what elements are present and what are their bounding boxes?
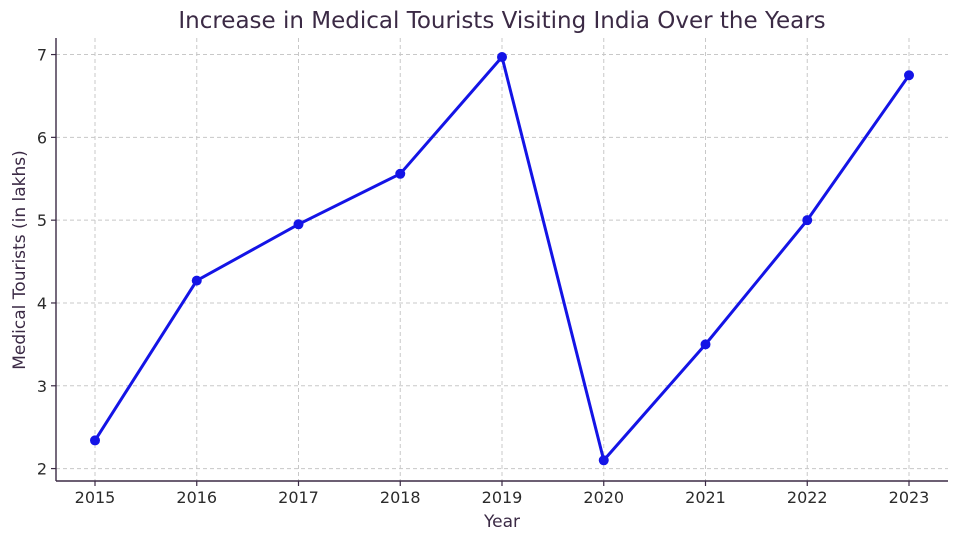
y-tick-label: 6 — [37, 128, 47, 147]
x-tick-label: 2017 — [278, 488, 319, 507]
y-tick-label: 5 — [37, 211, 47, 230]
data-point — [802, 215, 813, 226]
chart-title: Increase in Medical Tourists Visiting In… — [178, 8, 825, 34]
y-axis-label: Medical Tourists (in lakhs) — [10, 150, 30, 369]
x-tick-label: 2023 — [889, 488, 930, 507]
x-tick-label: 2022 — [787, 488, 828, 507]
data-point — [700, 339, 711, 350]
x-tick-label: 2021 — [685, 488, 726, 507]
x-tick-label: 2020 — [583, 488, 624, 507]
axes: 2015 2016 2017 2018 2019 2020 2021 2022 2023 2 3 4 5… — [37, 38, 948, 507]
data-point — [395, 168, 406, 179]
x-tick-label: 2015 — [75, 488, 116, 507]
data-point — [293, 219, 304, 230]
data-point — [598, 455, 609, 466]
data-point — [90, 435, 100, 446]
grid — [56, 38, 948, 481]
y-tick-label: 3 — [37, 377, 47, 396]
data-point — [904, 70, 914, 81]
x-tick-label: 2019 — [482, 488, 523, 507]
series — [90, 52, 914, 466]
data-point — [497, 52, 507, 63]
data-point — [191, 275, 202, 286]
y-tick-label: 7 — [37, 46, 47, 65]
y-tick-label: 2 — [37, 460, 47, 479]
x-tick-label: 2016 — [176, 488, 217, 507]
x-tick-label: 2018 — [380, 488, 421, 507]
y-tick-label: 4 — [37, 294, 47, 313]
x-axis-label: Year — [483, 512, 520, 532]
